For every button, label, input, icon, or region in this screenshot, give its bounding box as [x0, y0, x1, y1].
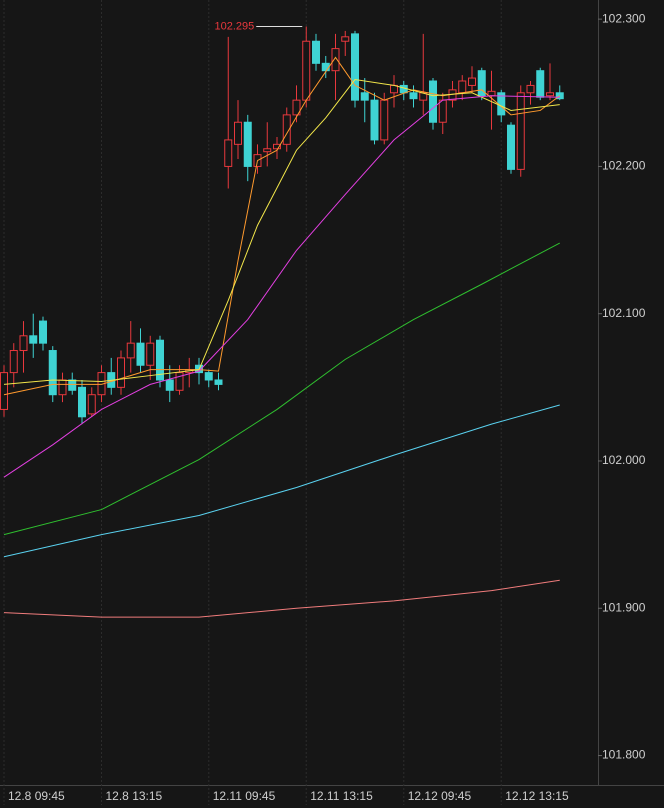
- candle-body: [243, 121, 252, 167]
- candle-body: [477, 70, 486, 97]
- candle-body: [302, 40, 311, 101]
- candle-body: [29, 335, 38, 344]
- candle-body: [546, 92, 554, 97]
- candle-body: [165, 379, 174, 391]
- x-tick-label: 12.8 09:45: [8, 789, 65, 803]
- candle-body: [146, 342, 155, 366]
- candle-body: [380, 99, 389, 141]
- candle-body: [48, 350, 57, 396]
- candle-body: [68, 379, 77, 391]
- candle-body: [526, 84, 535, 94]
- candle-body: [370, 99, 379, 141]
- candle-body: [87, 394, 96, 415]
- x-tick-label: 12.12 09:45: [408, 789, 472, 803]
- candle-body: [312, 40, 320, 64]
- x-tick-label: 12.11 13:15: [310, 789, 373, 803]
- candle-body: [273, 143, 281, 150]
- x-tick-label: 12.12 13:15: [505, 789, 569, 803]
- candle-body: [292, 99, 301, 116]
- moving-average: [3, 56, 561, 396]
- candle-body: [321, 62, 330, 72]
- candle-body: [136, 342, 145, 366]
- moving-average: [3, 404, 560, 558]
- y-tick-label: 102.100: [602, 306, 646, 320]
- x-tick-label: 12.8 13:15: [106, 789, 163, 803]
- candle-body: [341, 36, 350, 42]
- moving-average: [3, 78, 560, 385]
- candle-body: [39, 320, 47, 344]
- candle-body: [204, 372, 213, 381]
- x-tick-label: 12.11 09:45: [213, 789, 276, 803]
- candle-body: [19, 335, 28, 352]
- candle-body: [78, 386, 86, 418]
- candle-body: [487, 90, 496, 97]
- candle-body: [224, 139, 233, 167]
- candle-body: [351, 33, 359, 101]
- y-tick-label: 101.900: [602, 600, 646, 614]
- candle-body: [156, 339, 164, 381]
- candle-body: [409, 92, 418, 100]
- candle-body: [175, 372, 184, 391]
- candle-body: [282, 114, 291, 145]
- moving-average: [3, 242, 560, 536]
- candle-body: [126, 342, 135, 359]
- moving-average: [3, 95, 560, 478]
- candle-body: [331, 48, 340, 72]
- candle-body: [507, 124, 515, 170]
- candle-body: [0, 372, 8, 410]
- candle-body: [9, 350, 18, 374]
- y-tick-label: 102.000: [602, 453, 646, 467]
- y-tick-label: 102.200: [602, 159, 646, 173]
- candle-body: [214, 379, 223, 385]
- y-tick-label: 101.800: [602, 748, 646, 762]
- candle-body: [263, 148, 272, 153]
- candle-body: [536, 70, 545, 98]
- candle-body: [458, 80, 467, 94]
- y-tick-label: 102.300: [602, 11, 646, 25]
- candle-body: [468, 77, 476, 86]
- candle-body: [234, 121, 242, 145]
- candle-body: [429, 80, 437, 123]
- moving-average: [3, 579, 560, 618]
- candle-body: [360, 92, 369, 101]
- candle-body: [516, 92, 525, 170]
- annotation: 102.295: [214, 20, 254, 32]
- candle-body: [117, 357, 125, 388]
- candle-body: [438, 99, 447, 123]
- candle-body: [58, 379, 67, 396]
